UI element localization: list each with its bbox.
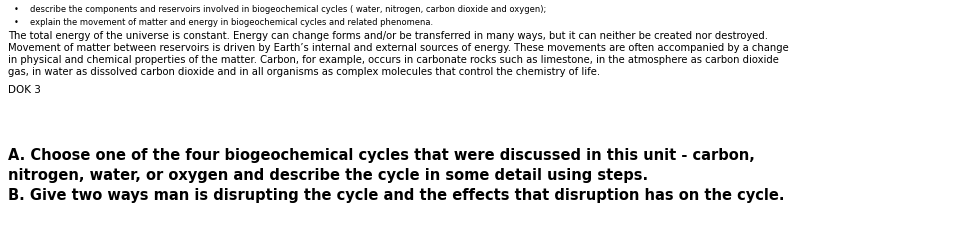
Text: describe the components and reservoirs involved in biogeochemical cycles ( water: describe the components and reservoirs i…: [30, 5, 546, 14]
Text: in physical and chemical properties of the matter. Carbon, for example, occurs i: in physical and chemical properties of t…: [8, 55, 779, 65]
Text: •: •: [14, 18, 18, 27]
Text: •: •: [14, 5, 18, 14]
Text: Movement of matter between reservoirs is driven by Earth’s internal and external: Movement of matter between reservoirs is…: [8, 43, 788, 53]
Text: explain the movement of matter and energy in biogeochemical cycles and related p: explain the movement of matter and energ…: [30, 18, 434, 27]
Text: gas, in water as dissolved carbon dioxide and in all organisms as complex molecu: gas, in water as dissolved carbon dioxid…: [8, 67, 600, 77]
Text: DOK 3: DOK 3: [8, 85, 41, 95]
Text: A. Choose one of the four biogeochemical cycles that were discussed in this unit: A. Choose one of the four biogeochemical…: [8, 148, 755, 163]
Text: nitrogen, water, or oxygen and describe the cycle in some detail using steps.: nitrogen, water, or oxygen and describe …: [8, 168, 648, 183]
Text: The total energy of the universe is constant. Energy can change forms and/or be : The total energy of the universe is cons…: [8, 31, 768, 41]
Text: B. Give two ways man is disrupting the cycle and the effects that disruption has: B. Give two ways man is disrupting the c…: [8, 188, 784, 203]
